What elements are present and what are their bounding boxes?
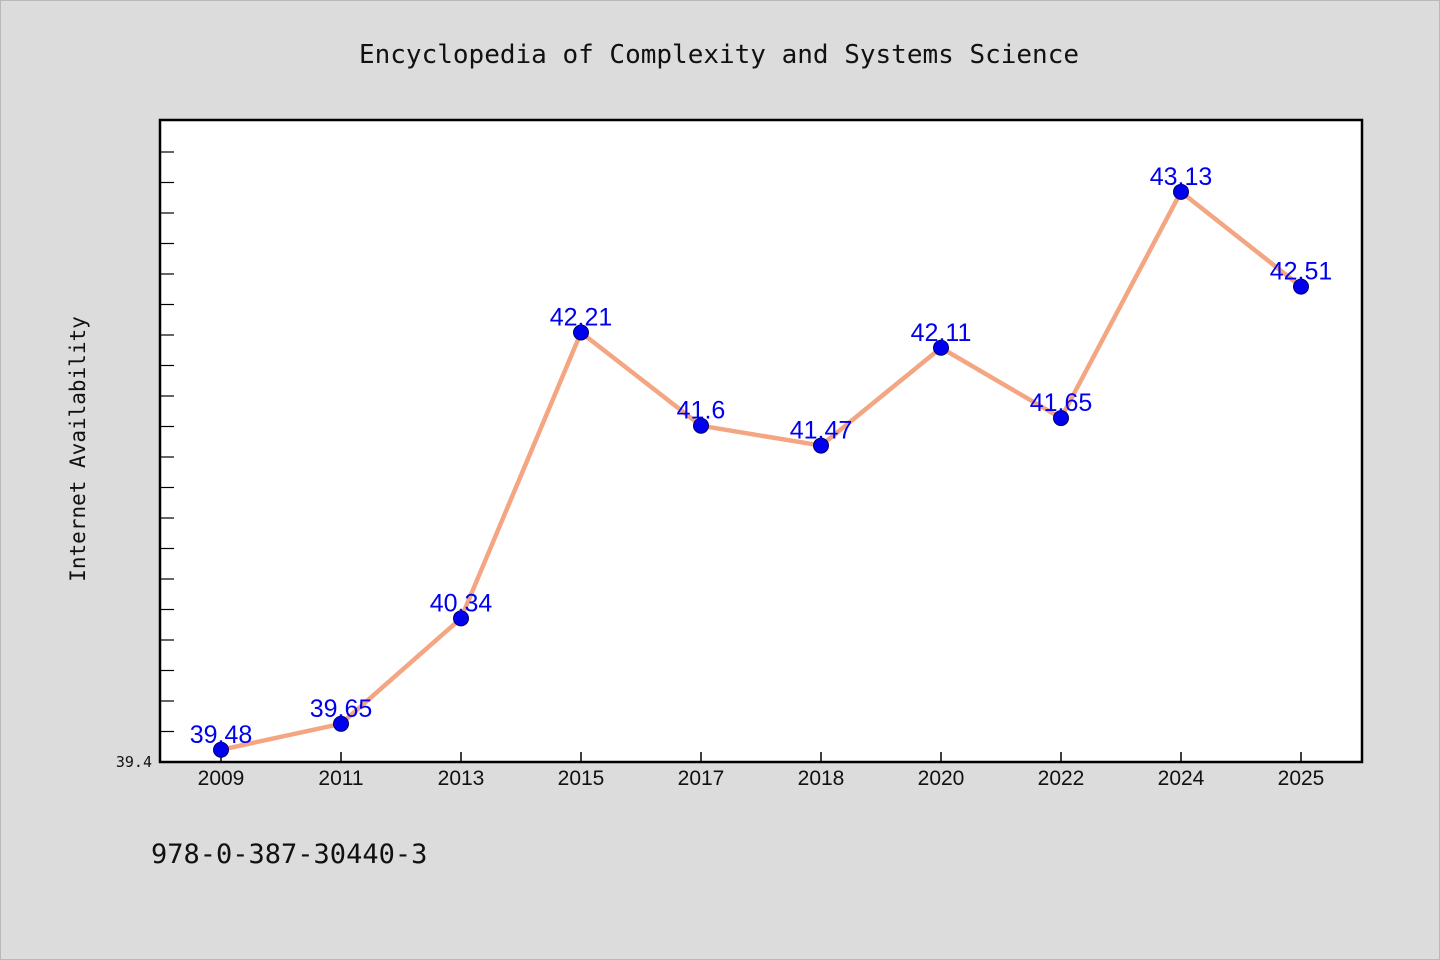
x-tick-label: 2018: [798, 767, 845, 790]
data-point: [933, 339, 949, 356]
y-axis-minor-ticks: [160, 151, 174, 733]
data-label: 41.47: [790, 417, 853, 445]
data-point: [573, 324, 589, 341]
x-tick-label: 2017: [678, 767, 725, 790]
data-label: 39.48: [190, 721, 253, 749]
data-point: [333, 715, 349, 732]
x-tick-label: 2024: [1158, 767, 1205, 790]
x-tick-label: 2020: [918, 767, 965, 790]
x-tick-label: 2009: [198, 767, 245, 790]
data-label: 43.13: [1150, 163, 1213, 191]
data-point: [813, 437, 829, 454]
series-markers: [213, 183, 1309, 758]
y-axis-label: Internet Availability: [66, 316, 90, 582]
data-point: [1053, 410, 1069, 427]
y-tick-label: 39.4: [116, 753, 152, 771]
data-point: [693, 417, 709, 434]
series-line-group: [218, 189, 1304, 753]
y-axis-tick-labels: 39.4: [116, 753, 152, 771]
data-point: [1173, 183, 1189, 200]
x-tick-label: 2011: [318, 767, 363, 790]
data-point: [213, 741, 229, 758]
data-label: 41.65: [1030, 389, 1093, 417]
data-label: 42.11: [911, 319, 972, 347]
data-point: [1293, 278, 1309, 295]
isbn-footnote: 978-0-387-30440-3: [151, 839, 427, 870]
x-tick-label: 2025: [1278, 767, 1325, 790]
data-point: [453, 610, 469, 627]
series-line: [218, 189, 1304, 753]
data-label: 39.65: [310, 695, 373, 723]
data-labels: 39.48 39.65 40.34 42.21 41.6 41.47 42.11 41.65 4…: [190, 163, 1333, 749]
chart-title: Encyclopedia of Complexity and Systems S…: [359, 40, 1079, 70]
data-label: 40.34: [430, 589, 493, 617]
x-tick-label: 2022: [1038, 767, 1085, 790]
data-label: 41.6: [677, 397, 726, 425]
plot-area: [158, 118, 1364, 764]
x-axis: 2009 2011 2013 2015 2017 2018 2020 2022 2024 2025: [198, 752, 1325, 790]
x-tick-label: 2013: [438, 767, 485, 790]
x-tick-label: 2015: [558, 767, 605, 790]
data-label: 42.51: [1270, 258, 1333, 286]
data-label: 42.21: [550, 303, 613, 331]
